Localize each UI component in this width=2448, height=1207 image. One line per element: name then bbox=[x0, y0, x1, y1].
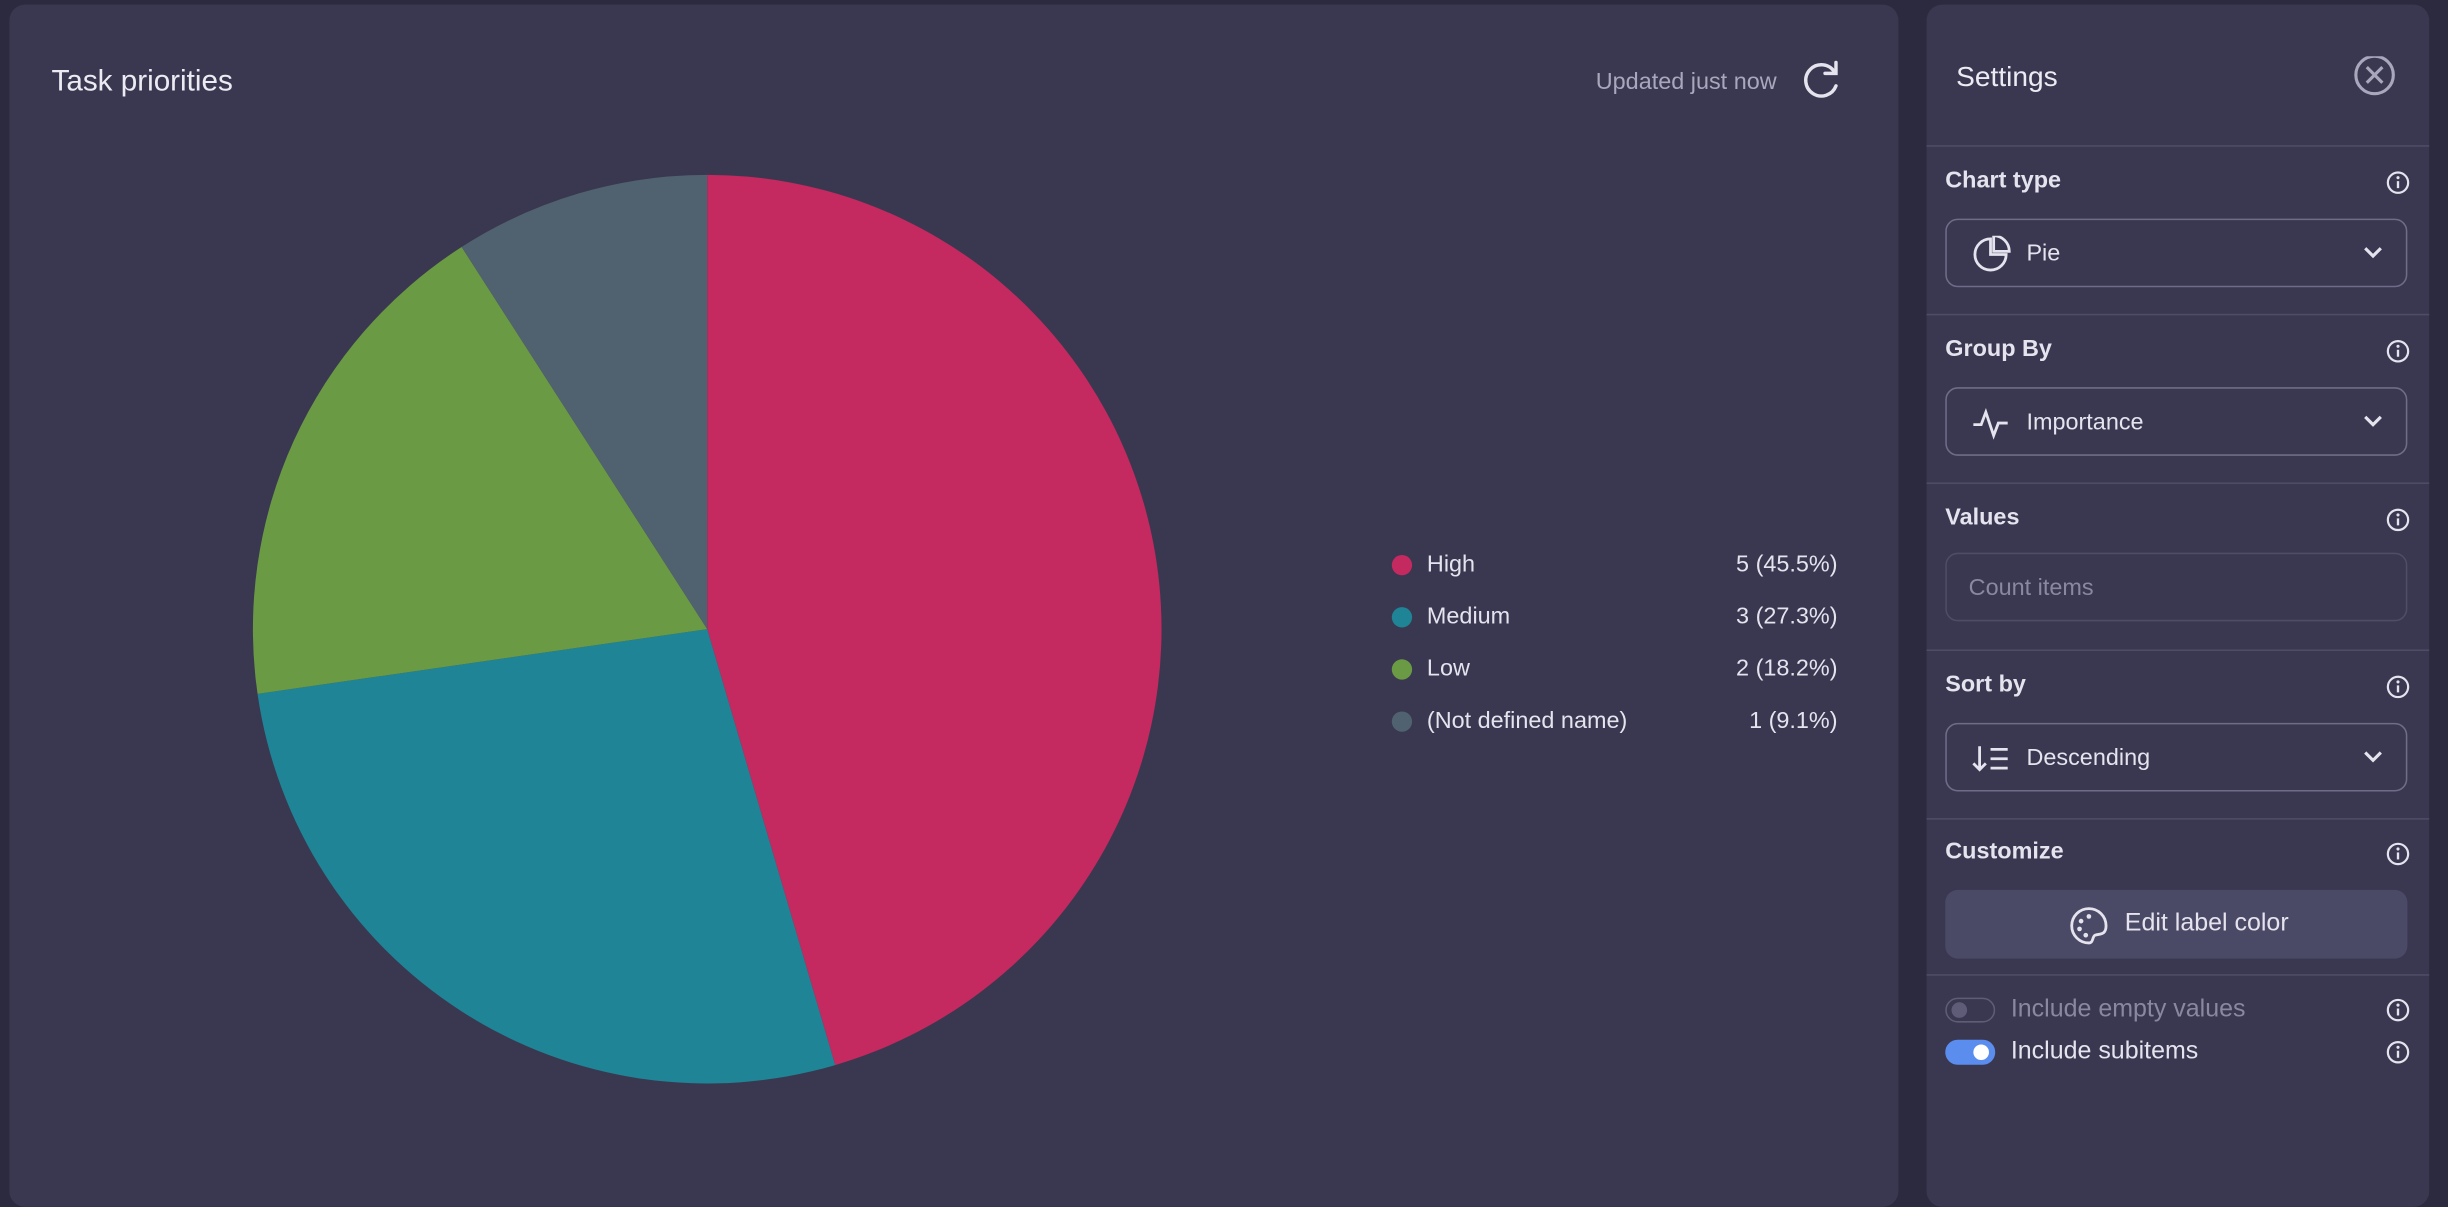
legend-value: 1 (9.1%) bbox=[1749, 707, 1837, 733]
divider bbox=[1926, 313, 2430, 316]
legend-label: Low bbox=[1427, 655, 1470, 681]
info-icon[interactable] bbox=[2386, 507, 2411, 540]
toggle-label: Include empty values bbox=[2010, 996, 2246, 1023]
update-status: Updated just now bbox=[1596, 68, 1777, 94]
section-label: Values bbox=[1945, 504, 2020, 531]
info-icon[interactable] bbox=[2386, 998, 2411, 1031]
dropdown[interactable]: Descending bbox=[1945, 722, 2408, 792]
divider bbox=[1926, 482, 2430, 484]
legend-swatch bbox=[1391, 659, 1413, 680]
section-label: Group By bbox=[1945, 335, 2052, 363]
settings-panel: Settings Chart type Pie Group By Importance… bbox=[1926, 4, 2430, 1207]
pie-slice bbox=[707, 174, 1162, 1066]
toggle-label: Include subitems bbox=[2010, 1038, 2199, 1065]
chart: Task priorities Updated just now High 5 (… bbox=[52, 60, 1838, 1084]
pie-slice bbox=[252, 246, 708, 694]
dropdown[interactable]: Importance bbox=[1945, 387, 2408, 456]
text-input[interactable]: Count items bbox=[1945, 552, 2408, 622]
pie-slice bbox=[257, 629, 836, 1084]
divider bbox=[1926, 649, 2430, 652]
dropdown[interactable]: Pie bbox=[1945, 218, 2408, 288]
legend-swatch bbox=[1391, 555, 1413, 576]
legend-label: (Not defined name) bbox=[1427, 707, 1627, 733]
divider bbox=[1926, 145, 2430, 147]
section-label: Chart type bbox=[1945, 167, 2062, 194]
info-icon[interactable] bbox=[2386, 674, 2411, 707]
input-placeholder: Count items bbox=[1968, 574, 2094, 602]
info-icon[interactable] bbox=[2386, 170, 2411, 203]
chart-title: Task priorities bbox=[52, 65, 233, 98]
legend-value: 2 (18.2%) bbox=[1736, 655, 1837, 681]
section-label: Sort by bbox=[1945, 671, 2026, 698]
info-icon[interactable] bbox=[2386, 1040, 2411, 1073]
close-button[interactable] bbox=[2351, 56, 2398, 103]
edit-color-button[interactable]: Edit label color bbox=[1945, 889, 2408, 959]
dropdown-value: Pie bbox=[2026, 240, 2061, 267]
legend-value: 3 (27.3%) bbox=[1736, 602, 1837, 628]
section-label: Customize bbox=[1945, 838, 2064, 865]
toggle-knob bbox=[1951, 1002, 1968, 1018]
legend-value: 5 (45.5%) bbox=[1736, 550, 1837, 576]
legend-swatch bbox=[1391, 711, 1413, 732]
info-icon[interactable] bbox=[2386, 339, 2411, 372]
divider bbox=[1926, 818, 2430, 820]
info-icon[interactable] bbox=[2386, 841, 2411, 874]
toggle[interactable] bbox=[1945, 997, 1996, 1023]
refresh-button[interactable] bbox=[1804, 60, 1838, 98]
legend-label: Medium bbox=[1427, 602, 1510, 628]
dropdown-value: Descending bbox=[2026, 744, 2151, 772]
dropdown-value: Importance bbox=[2026, 409, 2144, 436]
divider bbox=[1926, 974, 2430, 976]
settings-title: Settings bbox=[1956, 60, 2058, 93]
button-label: Edit label color bbox=[2124, 910, 2289, 937]
toggle[interactable] bbox=[1945, 1039, 1996, 1065]
pie-slice bbox=[461, 174, 708, 630]
legend-label: High bbox=[1427, 550, 1475, 576]
toggle-knob bbox=[1973, 1044, 1989, 1061]
legend-swatch bbox=[1391, 607, 1413, 628]
